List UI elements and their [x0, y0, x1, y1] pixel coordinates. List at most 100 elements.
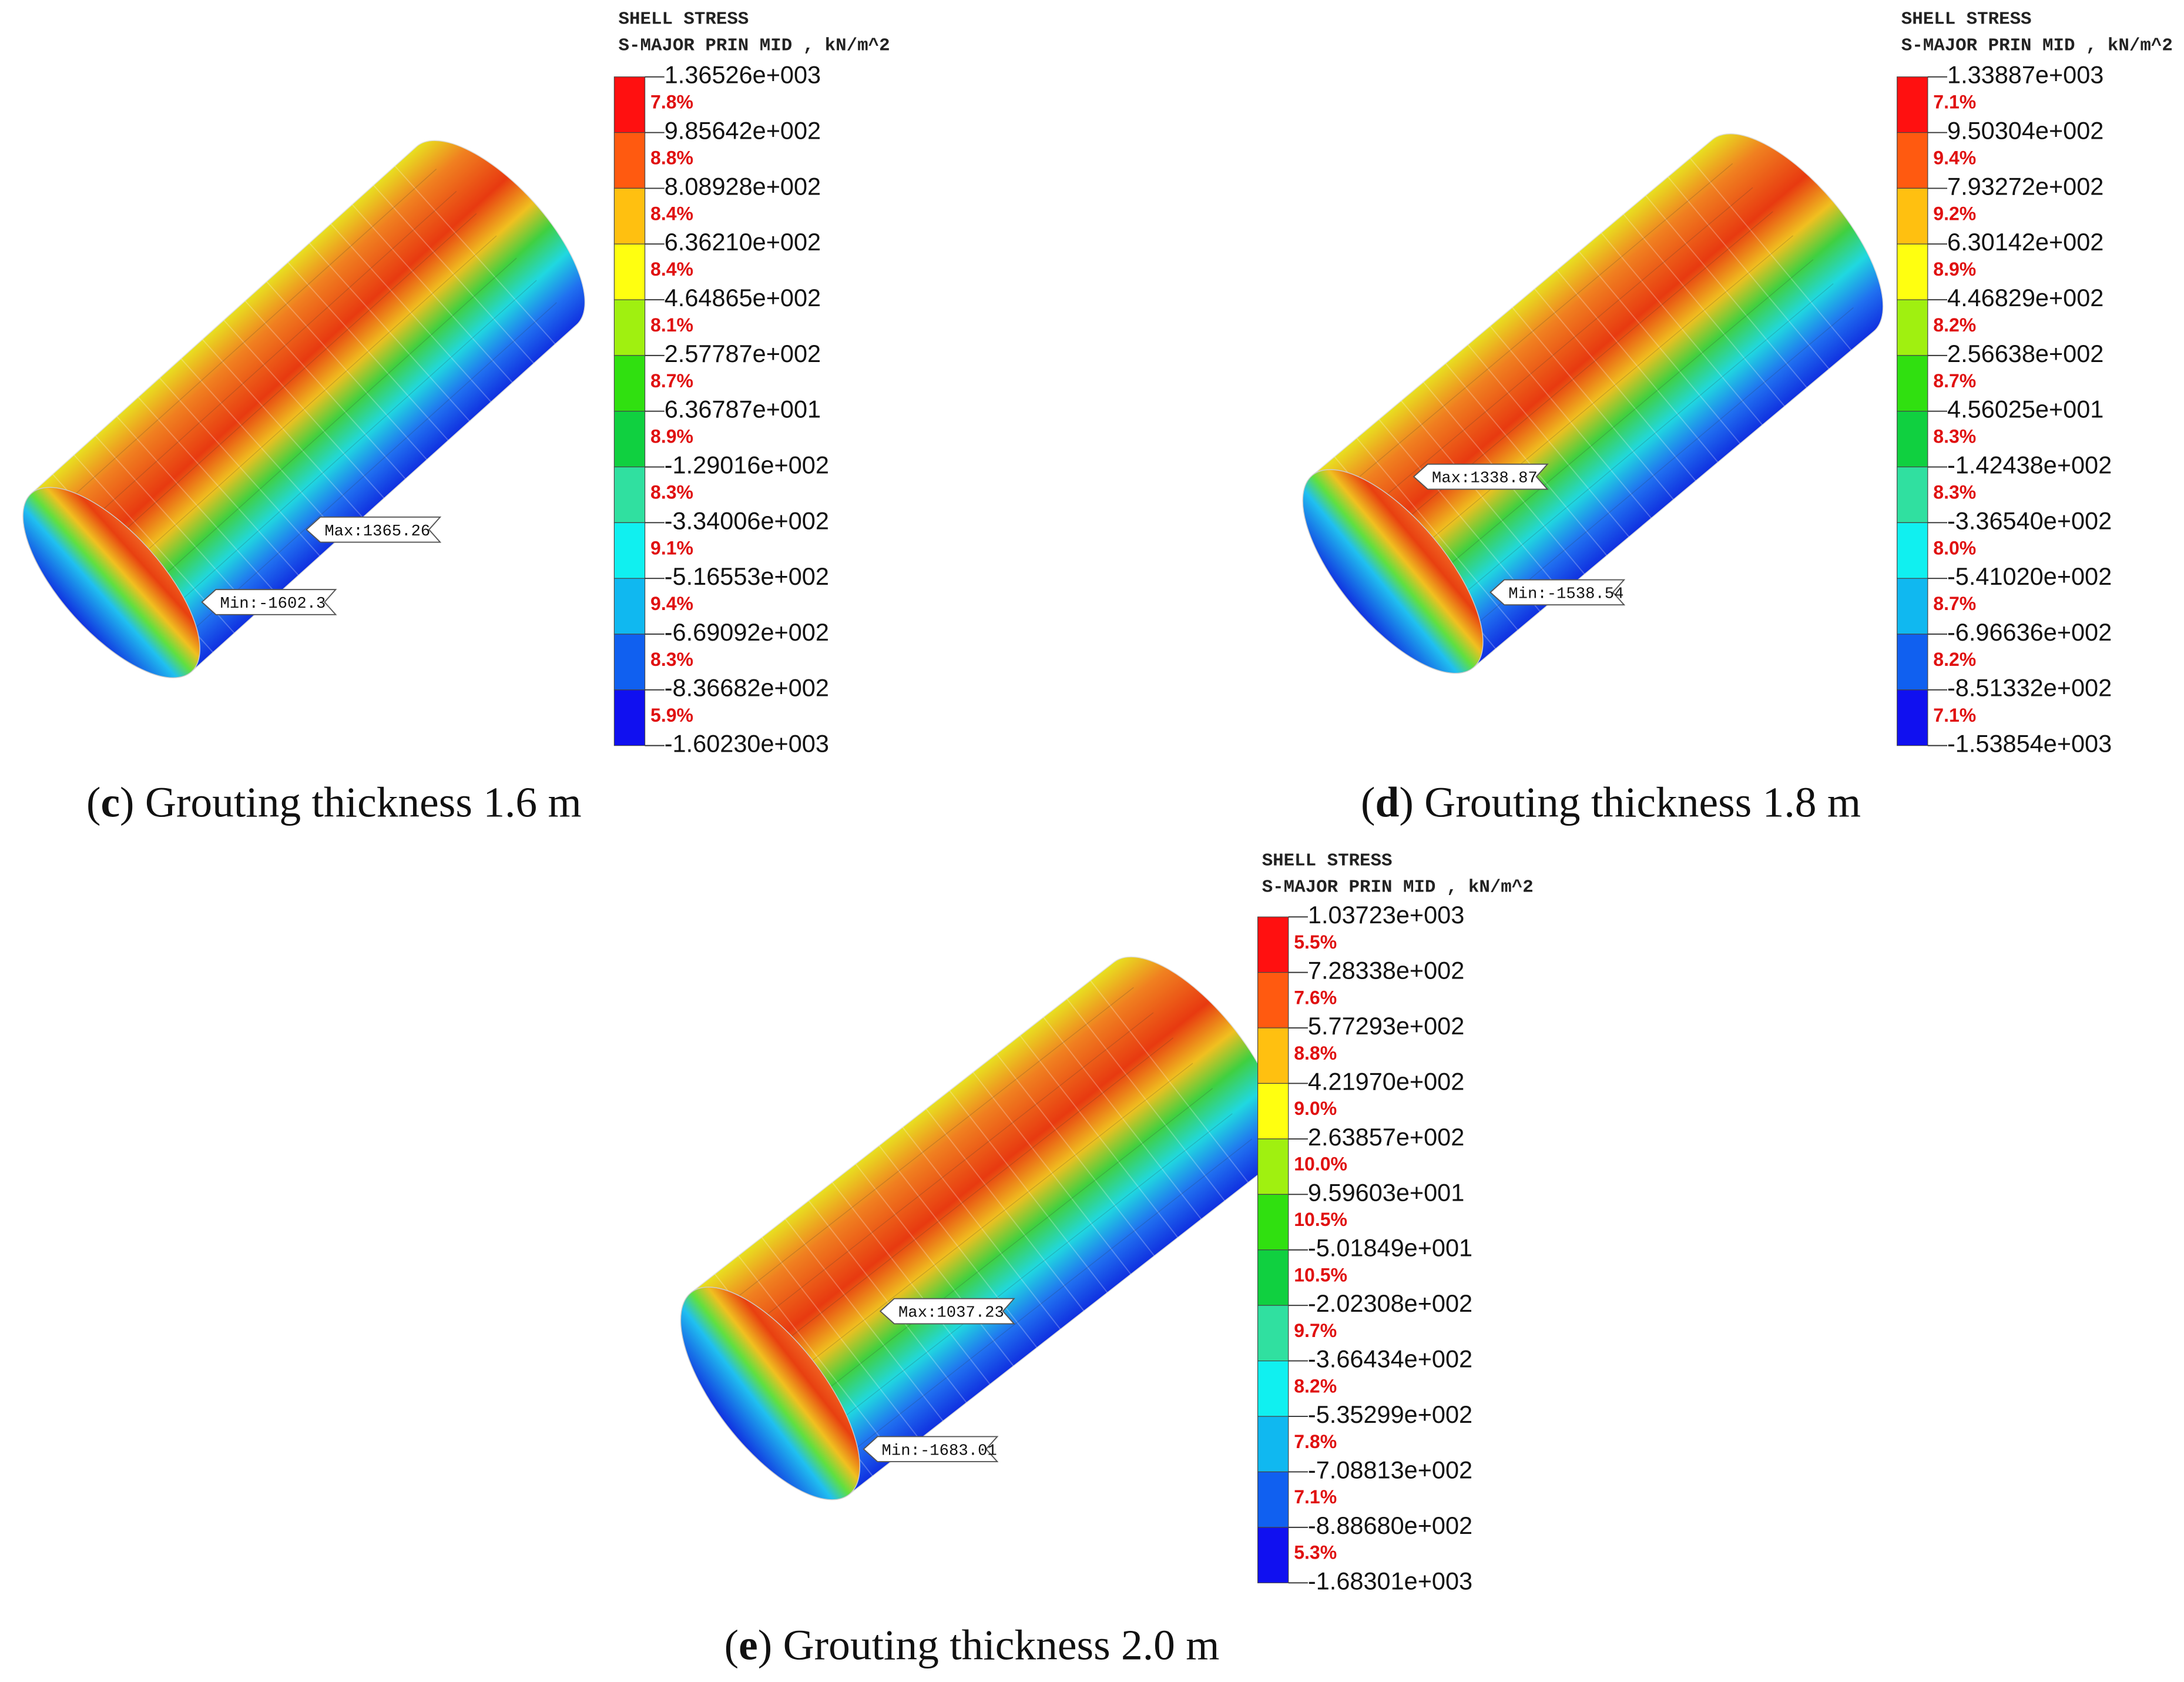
legend-percent: 8.9%: [1933, 259, 1976, 280]
legend-band: [1897, 578, 1928, 635]
legend-band: [613, 187, 646, 244]
tunnel-mouth: [1302, 469, 1484, 674]
mesh-line: [750, 1037, 1173, 1369]
legend-band: [1257, 1138, 1289, 1195]
mesh-line: [770, 1063, 1193, 1394]
callout-box: [863, 1436, 999, 1463]
caption: (d) Grouting thickness 1.8 m: [1361, 779, 1861, 826]
legend-band: [613, 634, 646, 691]
legend-band: [1257, 916, 1289, 973]
mesh-line: [829, 1138, 1253, 1470]
mesh-line: [1534, 288, 1696, 481]
caption: (e) Grouting thickness 2.0 m: [724, 1621, 1220, 1669]
legend-band: [1257, 1305, 1289, 1362]
legend-percent: 7.6%: [1294, 987, 1337, 1008]
legend-band: [1257, 1471, 1289, 1528]
legend-band: [1257, 1361, 1289, 1417]
legend-tick-label: 6.30142e+002: [1947, 228, 2104, 256]
legend-tick-label: 6.36787e+001: [665, 396, 821, 423]
legend-percent: 8.3%: [1933, 426, 1976, 447]
legend-tick-label: -6.96636e+002: [1947, 618, 2112, 646]
mesh-line: [116, 416, 278, 595]
legend-tick-label: 7.93272e+002: [1947, 172, 2104, 200]
mesh-line: [1090, 980, 1249, 1183]
legend-percent: 9.7%: [1294, 1320, 1337, 1341]
mesh-line: [159, 377, 321, 557]
legend-tick-label: 7.28338e+002: [1308, 957, 1464, 984]
legend-percent: 8.1%: [650, 314, 693, 336]
caption-open: (: [1361, 779, 1375, 826]
legend-band: [613, 411, 646, 468]
mesh-line: [111, 235, 497, 583]
legend-band: [1897, 299, 1928, 356]
legend-percent: 7.8%: [1294, 1431, 1337, 1452]
legend-band: [1257, 972, 1289, 1028]
callout-box: [879, 1298, 1015, 1325]
legend-band: [1897, 355, 1928, 412]
legend-tick-label: 9.85642e+002: [665, 117, 821, 145]
callout-label: Max:1338.87: [1432, 470, 1538, 488]
caption-text: ) Grouting thickness 2.0 m: [758, 1621, 1220, 1669]
legend-band: [1897, 132, 1928, 189]
legend-percent: 7.1%: [1294, 1486, 1337, 1507]
mesh-line: [1623, 213, 1786, 407]
legend-tick-label: -5.16553e+002: [665, 562, 829, 590]
legend-band: [613, 299, 646, 356]
legend-tick-label: 4.64865e+002: [665, 284, 821, 311]
mesh-line: [51, 169, 437, 517]
legend-title: SHELL STRESS: [619, 9, 749, 30]
legend-band: [613, 132, 646, 189]
tunnel-body: [1311, 133, 1884, 668]
legend-band: [1257, 1194, 1289, 1251]
mesh-line: [925, 1108, 1085, 1312]
legend-tick-label: 1.36526e+003: [665, 61, 821, 89]
legend-title: S-MAJOR PRIN MID , kN/m^2: [1901, 36, 2173, 56]
mesh-line: [1556, 270, 1719, 463]
mesh-line: [972, 1071, 1132, 1275]
legend-percent: 8.7%: [650, 370, 693, 391]
mesh-line: [1043, 1017, 1202, 1220]
legend-band: [1257, 1249, 1289, 1306]
mesh-line: [330, 223, 492, 403]
mesh-line: [902, 1127, 1061, 1330]
mesh-line: [131, 257, 517, 605]
mesh-line: [1667, 176, 1830, 370]
mesh-line: [91, 213, 477, 561]
legend-tick-label: 1.03723e+003: [1308, 901, 1464, 929]
mesh-line: [1393, 235, 1793, 572]
legend-percent: 8.9%: [650, 426, 693, 447]
mesh-line: [287, 262, 449, 441]
legend-percent: 9.1%: [650, 537, 693, 558]
legend-percent: 5.9%: [650, 705, 693, 726]
callout-label: Min:-1602.3: [220, 595, 326, 613]
legend-band: [1257, 1027, 1289, 1084]
legend-tick-label: -5.01849e+001: [1308, 1234, 1472, 1262]
legend-percent: 7.8%: [650, 92, 693, 113]
legend-band: [1897, 243, 1928, 300]
mesh-line: [761, 1237, 920, 1440]
mesh-line: [1400, 400, 1563, 594]
mesh-line: [394, 165, 556, 345]
legend-percent: 7.1%: [1933, 92, 1976, 113]
mesh-line: [710, 987, 1134, 1318]
callout-box: [201, 589, 337, 615]
mesh-line: [1489, 326, 1652, 519]
mesh-line: [1332, 163, 1733, 500]
legend-percent: 9.4%: [650, 593, 693, 614]
mesh-line: [244, 300, 406, 480]
legend-percent: 5.3%: [1294, 1542, 1337, 1563]
caption-text: ) Grouting thickness 1.6 m: [120, 779, 582, 826]
legend-tick-label: -3.66434e+002: [1308, 1345, 1472, 1373]
mesh-line: [730, 1012, 1154, 1343]
legend-band: [1897, 522, 1928, 579]
legend-tick-label: 4.21970e+002: [1308, 1067, 1464, 1095]
mesh-line: [1356, 437, 1519, 631]
mesh-line: [737, 1255, 897, 1458]
mesh-line: [308, 242, 471, 422]
tunnel-mouth: [680, 1286, 861, 1500]
legend-band: [613, 522, 646, 579]
mesh-line: [1578, 251, 1741, 444]
legend-tick-label: 4.46829e+002: [1947, 284, 2104, 311]
mesh-line: [180, 358, 342, 537]
legend-tick-label: -8.88680e+002: [1308, 1512, 1472, 1539]
